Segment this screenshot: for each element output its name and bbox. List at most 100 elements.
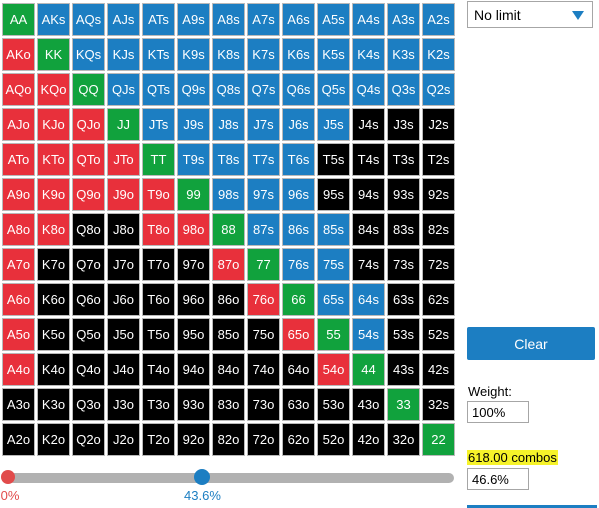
hand-cell-K3o[interactable]: K3o: [37, 388, 70, 421]
hand-cell-J4s[interactable]: J4s: [352, 108, 385, 141]
hand-cell-J7s[interactable]: J7s: [247, 108, 280, 141]
hand-cell-AJs[interactable]: AJs: [107, 3, 140, 36]
hand-cell-62o[interactable]: 62o: [282, 423, 315, 456]
hand-cell-98s[interactable]: 98s: [212, 178, 245, 211]
hand-cell-83o[interactable]: 83o: [212, 388, 245, 421]
hand-cell-85s[interactable]: 85s: [317, 213, 350, 246]
hand-cell-22[interactable]: 22: [422, 423, 455, 456]
hand-cell-65o[interactable]: 65o: [282, 318, 315, 351]
hand-cell-J6s[interactable]: J6s: [282, 108, 315, 141]
hand-cell-K6s[interactable]: K6s: [282, 38, 315, 71]
hand-cell-ATo[interactable]: ATo: [2, 143, 35, 176]
hand-cell-Q6s[interactable]: Q6s: [282, 73, 315, 106]
hand-cell-72s[interactable]: 72s: [422, 248, 455, 281]
hand-cell-65s[interactable]: 65s: [317, 283, 350, 316]
hand-cell-K5o[interactable]: K5o: [37, 318, 70, 351]
hand-cell-J7o[interactable]: J7o: [107, 248, 140, 281]
hand-cell-62s[interactable]: 62s: [422, 283, 455, 316]
hand-cell-Q4o[interactable]: Q4o: [72, 353, 105, 386]
hand-cell-93o[interactable]: 93o: [177, 388, 210, 421]
hand-cell-K9s[interactable]: K9s: [177, 38, 210, 71]
hand-cell-32o[interactable]: 32o: [387, 423, 420, 456]
hand-cell-QQ[interactable]: QQ: [72, 73, 105, 106]
hand-cell-Q8o[interactable]: Q8o: [72, 213, 105, 246]
hand-cell-94o[interactable]: 94o: [177, 353, 210, 386]
panel-bottom-bar[interactable]: [467, 505, 597, 508]
hand-cell-Q8s[interactable]: Q8s: [212, 73, 245, 106]
hand-cell-33[interactable]: 33: [387, 388, 420, 421]
hand-cell-K6o[interactable]: K6o: [37, 283, 70, 316]
hand-cell-99[interactable]: 99: [177, 178, 210, 211]
hand-cell-95o[interactable]: 95o: [177, 318, 210, 351]
hand-cell-J4o[interactable]: J4o: [107, 353, 140, 386]
hand-cell-T2o[interactable]: T2o: [142, 423, 175, 456]
hand-cell-A3o[interactable]: A3o: [2, 388, 35, 421]
hand-cell-A6s[interactable]: A6s: [282, 3, 315, 36]
hand-cell-K9o[interactable]: K9o: [37, 178, 70, 211]
hand-cell-QJo[interactable]: QJo: [72, 108, 105, 141]
hand-cell-Q3s[interactable]: Q3s: [387, 73, 420, 106]
hand-cell-Q7s[interactable]: Q7s: [247, 73, 280, 106]
hand-cell-J9s[interactable]: J9s: [177, 108, 210, 141]
hand-cell-A8s[interactable]: A8s: [212, 3, 245, 36]
hand-cell-J8s[interactable]: J8s: [212, 108, 245, 141]
hand-cell-A7s[interactable]: A7s: [247, 3, 280, 36]
hand-cell-J3s[interactable]: J3s: [387, 108, 420, 141]
range-percent-input[interactable]: [467, 468, 529, 490]
hand-cell-Q9s[interactable]: Q9s: [177, 73, 210, 106]
hand-cell-86o[interactable]: 86o: [212, 283, 245, 316]
hand-cell-T4s[interactable]: T4s: [352, 143, 385, 176]
hand-cell-82s[interactable]: 82s: [422, 213, 455, 246]
slider-thumb-low[interactable]: [1, 470, 15, 484]
hand-cell-K8s[interactable]: K8s: [212, 38, 245, 71]
hand-cell-76o[interactable]: 76o: [247, 283, 280, 316]
hand-cell-T9o[interactable]: T9o: [142, 178, 175, 211]
hand-cell-54s[interactable]: 54s: [352, 318, 385, 351]
hand-cell-Q7o[interactable]: Q7o: [72, 248, 105, 281]
clear-button[interactable]: Clear: [467, 327, 595, 360]
hand-cell-A7o[interactable]: A7o: [2, 248, 35, 281]
hand-cell-K7o[interactable]: K7o: [37, 248, 70, 281]
hand-cell-52s[interactable]: 52s: [422, 318, 455, 351]
caret-down-icon[interactable]: [572, 11, 584, 20]
hand-cell-J6o[interactable]: J6o: [107, 283, 140, 316]
hand-cell-42o[interactable]: 42o: [352, 423, 385, 456]
hand-cell-43s[interactable]: 43s: [387, 353, 420, 386]
hand-cell-J5s[interactable]: J5s: [317, 108, 350, 141]
limit-select[interactable]: No limit: [467, 1, 593, 28]
hand-cell-K4s[interactable]: K4s: [352, 38, 385, 71]
hand-cell-64s[interactable]: 64s: [352, 283, 385, 316]
hand-cell-97s[interactable]: 97s: [247, 178, 280, 211]
hand-cell-A9o[interactable]: A9o: [2, 178, 35, 211]
hand-cell-J2s[interactable]: J2s: [422, 108, 455, 141]
hand-cell-63o[interactable]: 63o: [282, 388, 315, 421]
hand-cell-JTo[interactable]: JTo: [107, 143, 140, 176]
hand-cell-84o[interactable]: 84o: [212, 353, 245, 386]
hand-cell-KJs[interactable]: KJs: [107, 38, 140, 71]
hand-cell-64o[interactable]: 64o: [282, 353, 315, 386]
hand-cell-J9o[interactable]: J9o: [107, 178, 140, 211]
hand-cell-92o[interactable]: 92o: [177, 423, 210, 456]
hand-cell-JTs[interactable]: JTs: [142, 108, 175, 141]
hand-cell-K3s[interactable]: K3s: [387, 38, 420, 71]
hand-cell-42s[interactable]: 42s: [422, 353, 455, 386]
hand-cell-J8o[interactable]: J8o: [107, 213, 140, 246]
hand-cell-TT[interactable]: TT: [142, 143, 175, 176]
hand-cell-AKs[interactable]: AKs: [37, 3, 70, 36]
hand-cell-53s[interactable]: 53s: [387, 318, 420, 351]
hand-cell-A5s[interactable]: A5s: [317, 3, 350, 36]
hand-cell-A9s[interactable]: A9s: [177, 3, 210, 36]
weight-input[interactable]: [467, 401, 529, 423]
hand-cell-A2s[interactable]: A2s: [422, 3, 455, 36]
hand-cell-32s[interactable]: 32s: [422, 388, 455, 421]
hand-cell-73o[interactable]: 73o: [247, 388, 280, 421]
hand-cell-KK[interactable]: KK: [37, 38, 70, 71]
hand-cell-Q6o[interactable]: Q6o: [72, 283, 105, 316]
hand-cell-95s[interactable]: 95s: [317, 178, 350, 211]
hand-cell-75s[interactable]: 75s: [317, 248, 350, 281]
hand-cell-AQs[interactable]: AQs: [72, 3, 105, 36]
hand-cell-KQs[interactable]: KQs: [72, 38, 105, 71]
hand-cell-T6s[interactable]: T6s: [282, 143, 315, 176]
hand-cell-A5o[interactable]: A5o: [2, 318, 35, 351]
hand-cell-A6o[interactable]: A6o: [2, 283, 35, 316]
